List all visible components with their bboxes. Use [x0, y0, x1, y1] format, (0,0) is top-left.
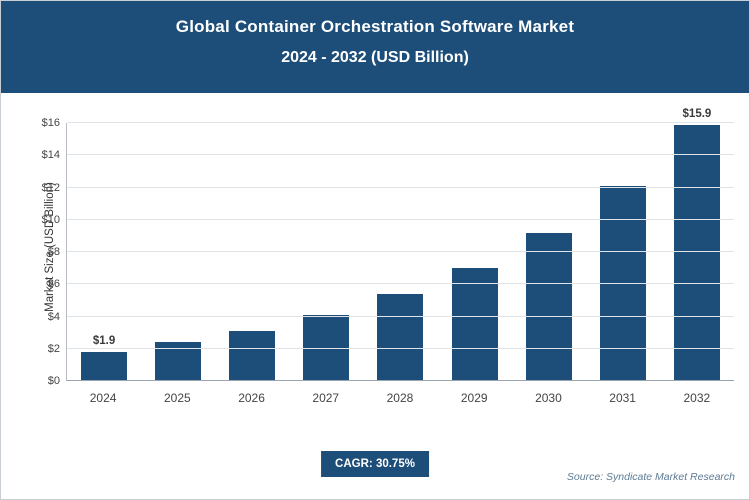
chart-region: Market Size (USD Billion) $1.9 $15.9 $0 $2…	[1, 93, 750, 423]
gridline	[67, 122, 734, 123]
gridline	[67, 283, 734, 285]
bar-2030	[525, 232, 572, 381]
y-tick-label: $0	[47, 375, 60, 387]
bar-value-label-2024: $1.9	[92, 334, 116, 347]
x-tick-label-2030: 2030	[535, 391, 562, 405]
gridline	[67, 315, 734, 317]
x-tick-label-2028: 2028	[386, 391, 414, 405]
chart-title-line1: Global Container Orchestration Software …	[175, 17, 575, 36]
x-tick-label-2024: 2024	[89, 391, 117, 405]
bar-2028	[377, 293, 424, 381]
y-tick-label: $10	[41, 213, 60, 226]
gridline	[67, 186, 734, 188]
bar-slot-2029	[438, 123, 512, 381]
gridline	[67, 154, 734, 156]
x-tick-label-2026: 2026	[238, 391, 265, 405]
y-tick-label: $16	[41, 117, 60, 129]
y-tick-label: $4	[47, 310, 60, 323]
gridline	[67, 251, 734, 252]
bar-2025	[155, 342, 202, 381]
bar-slot-2026	[215, 123, 289, 381]
x-tick-label-2032: 2032	[683, 391, 711, 405]
bar-slot-2027	[289, 123, 363, 381]
chart-title-line2: 2024 - 2032 (USD Billion)	[281, 49, 469, 66]
cagr-badge: CAGR: 30.75%	[321, 451, 429, 477]
bar-slot-2032: $15.9	[660, 108, 734, 381]
x-tick-label-2031: 2031	[609, 391, 636, 405]
x-axis-labels: 2024 2025 2026 2027 2028 2029 2030 2031 2032	[66, 391, 734, 405]
x-axis-line	[67, 380, 734, 381]
y-tick-label: $14	[41, 149, 60, 162]
y-tick-label: $2	[47, 342, 60, 355]
gridline	[67, 347, 734, 349]
bar-slot-2028	[363, 123, 437, 381]
gridline	[67, 218, 734, 220]
y-tick-label: $6	[47, 278, 60, 291]
x-tick-label-2027: 2027	[312, 391, 340, 405]
x-tick-label-2029: 2029	[460, 391, 488, 405]
y-tick-label: $8	[47, 246, 60, 258]
bar-2032: $15.9	[673, 108, 720, 381]
plot-area: $1.9 $15.9 $0 $2 $4 $6 $8 $10 $12 $14 $16	[42, 108, 734, 387]
bar-2029	[451, 268, 498, 381]
bar-slot-2024: $1.9	[67, 123, 141, 381]
bar-value-label-2032: $15.9	[682, 107, 712, 120]
chart-header: Global Container Orchestration Software …	[1, 1, 749, 93]
bar-slot-2031	[586, 123, 660, 381]
y-tick-label: $12	[41, 181, 60, 194]
bar-slot-2025	[141, 123, 215, 381]
x-tick-label-2025: 2025	[163, 391, 191, 405]
bars-row: $1.9 $15.9	[67, 108, 734, 381]
bar-2026	[229, 331, 276, 381]
source-attribution: Source: Syndicate Market Research	[566, 471, 735, 483]
bar-2024: $1.9	[81, 335, 128, 381]
bar-slot-2030	[512, 123, 586, 381]
